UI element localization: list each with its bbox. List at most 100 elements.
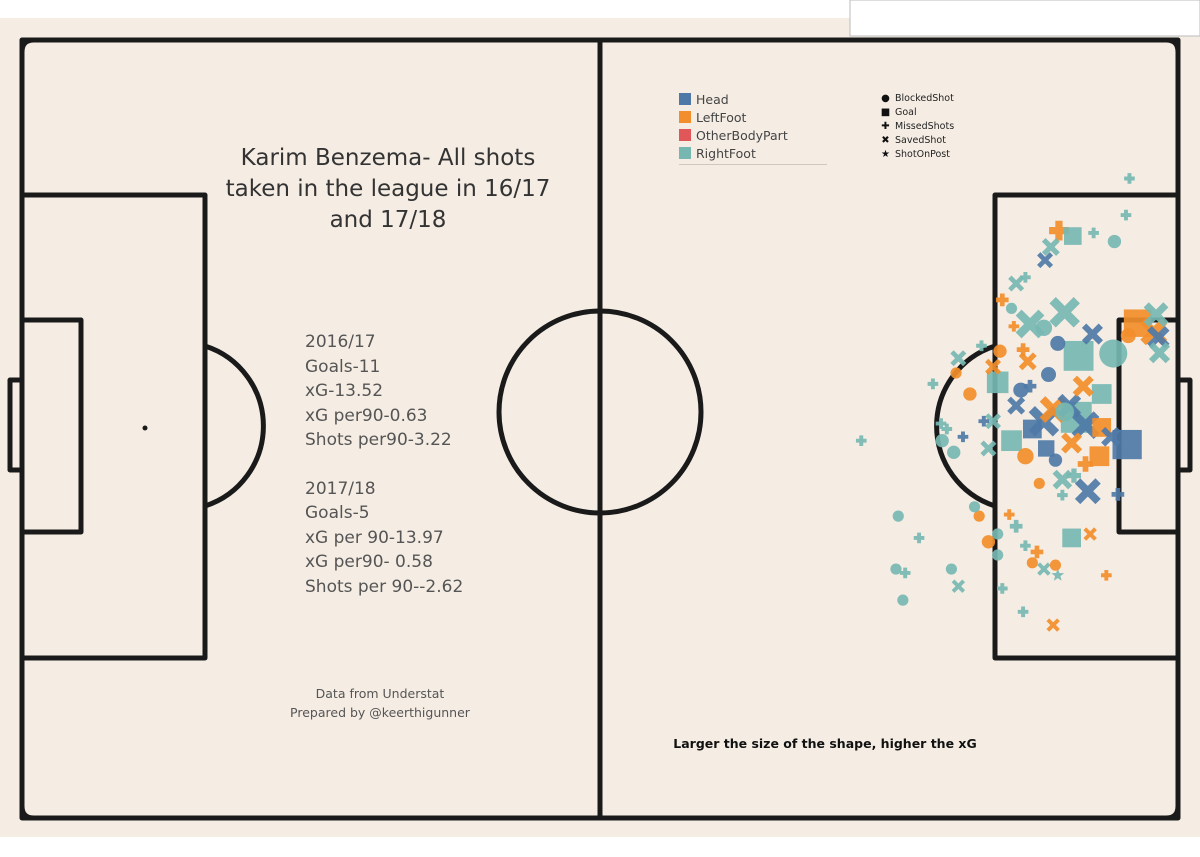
season-2017-18-xg-per90: xG per90- 0.58 bbox=[305, 552, 433, 572]
right-penalty-arc bbox=[934, 343, 996, 509]
legend-label-missedshots: MissedShots bbox=[895, 120, 955, 132]
shot-point-savedshot-86 bbox=[951, 579, 966, 593]
shot-point-missedshots-65 bbox=[1020, 271, 1031, 283]
legend-label-goal: Goal bbox=[895, 106, 917, 118]
shot-point-blockedshot-33 bbox=[1017, 448, 1034, 465]
legend-item-blockedshot: ● BlockedShot bbox=[880, 91, 1000, 105]
shot-point-missedshots-69 bbox=[935, 418, 947, 429]
legend-label-otherbodypart: OtherBodyPart bbox=[696, 127, 788, 143]
shot-result-legend: ● BlockedShot ■ Goal ✚ MissedShots ✖ Sav… bbox=[880, 91, 1000, 161]
shot-point-savedshot-30 bbox=[1101, 426, 1121, 447]
shot-point-missedshots-62 bbox=[1124, 173, 1135, 184]
shot-points bbox=[855, 173, 1171, 632]
shot-point-savedshot-28 bbox=[1072, 375, 1094, 397]
shot-point-missedshots-72 bbox=[1057, 489, 1068, 501]
shot-point-goal-1 bbox=[1063, 340, 1094, 371]
shot-point-blockedshot-82 bbox=[1049, 559, 1062, 571]
corner-arc-bl bbox=[19, 805, 35, 821]
season-2017-18-goals: Goals-5 bbox=[305, 503, 370, 523]
shot-point-savedshot-43 bbox=[1037, 252, 1054, 269]
shot-point-missedshots-95 bbox=[855, 435, 867, 446]
legend-item-shotonpost: ★ ShotOnPost bbox=[880, 147, 1000, 161]
shot-point-missedshots-58 bbox=[1111, 488, 1125, 501]
legend-item-goal: ■ Goal bbox=[880, 105, 1000, 119]
shot-point-savedshot-26 bbox=[1148, 342, 1171, 364]
shot-point-missedshots-93 bbox=[1017, 606, 1029, 618]
right-penalty-box bbox=[992, 192, 1178, 661]
shot-point-missedshots-63 bbox=[1120, 209, 1132, 221]
shot-point-blockedshot-80 bbox=[992, 549, 1004, 561]
season-2016-17-goals: Goals-11 bbox=[305, 356, 381, 377]
legend-label-savedshot: SavedShot bbox=[895, 134, 946, 146]
shot-point-savedshot-53 bbox=[985, 413, 1002, 430]
shot-point-missedshots-78 bbox=[1020, 540, 1031, 552]
shot-point-blockedshot-44 bbox=[1107, 234, 1122, 249]
shot-point-blockedshot-90 bbox=[890, 563, 902, 575]
shot-point-goal-15 bbox=[1001, 430, 1022, 452]
shot-point-missedshots-47 bbox=[1016, 343, 1030, 356]
left-six-yard-box bbox=[22, 317, 84, 535]
shot-point-goal-34 bbox=[1038, 440, 1055, 457]
shot-point-savedshot-5 bbox=[1049, 297, 1080, 328]
shot-point-blockedshot-76 bbox=[973, 510, 985, 522]
shot-point-savedshot-12 bbox=[1074, 478, 1101, 505]
shot-point-goal-17 bbox=[1089, 446, 1110, 467]
right-goal bbox=[1178, 377, 1193, 473]
square-icon: ■ bbox=[880, 106, 891, 118]
pitch-markings bbox=[7, 37, 1193, 821]
shot-point-blockedshot-52 bbox=[963, 387, 977, 401]
shot-point-missedshots-89 bbox=[913, 532, 925, 544]
shot-point-missedshots-64 bbox=[1088, 227, 1099, 239]
chart-title: Karim Benzema- All shots taken in the le… bbox=[225, 145, 551, 233]
shot-point-savedshot-45 bbox=[1008, 275, 1025, 292]
shot-point-missedshots-42 bbox=[1066, 468, 1082, 483]
plus-icon: ✚ bbox=[881, 120, 890, 132]
shot-point-blockedshot-23 bbox=[1055, 402, 1075, 422]
shot-point-blockedshot-60 bbox=[981, 535, 996, 549]
shot-point-blockedshot-71 bbox=[1033, 477, 1045, 490]
shot-point-missedshots-31 bbox=[1077, 456, 1094, 472]
legend-label-leftfoot: LeftFoot bbox=[696, 109, 747, 125]
legend-swatch-head bbox=[679, 93, 691, 105]
legend-item-rightfoot: RightFoot bbox=[679, 144, 829, 162]
shot-point-missedshots-61 bbox=[1030, 545, 1044, 559]
shot-point-savedshot-35 bbox=[1041, 237, 1060, 256]
shot-point-missedshots-85 bbox=[996, 583, 1008, 594]
corner-arc-br bbox=[1165, 805, 1181, 821]
season-2016-17-xg-per90: xG per90-0.63 bbox=[305, 405, 428, 426]
shot-point-blockedshot-36 bbox=[1120, 328, 1136, 344]
shot-point-missedshots-68 bbox=[978, 415, 990, 427]
shot-point-blockedshot-79 bbox=[1026, 557, 1038, 569]
legend-swatch-otherbodypart bbox=[679, 129, 691, 141]
shot-point-missedshots-70 bbox=[957, 431, 969, 443]
shot-point-missedshots-51 bbox=[1023, 379, 1037, 393]
centre-circle bbox=[496, 308, 704, 516]
shot-point-missedshots-98 bbox=[1008, 320, 1020, 332]
shot-point-goal-11 bbox=[986, 371, 1009, 394]
shot-point-missedshots-74 bbox=[1003, 509, 1015, 520]
shot-point-savedshot-94 bbox=[1046, 618, 1060, 632]
shot-point-blockedshot-48 bbox=[993, 344, 1007, 358]
shot-point-blockedshot-37 bbox=[1050, 335, 1066, 351]
shot-point-blockedshot-97 bbox=[950, 367, 962, 379]
shot-point-blockedshot-92 bbox=[897, 594, 909, 606]
author-credit: Prepared by @keerthigunner bbox=[290, 705, 470, 720]
legend-item-otherbodypart: OtherBodyPart bbox=[679, 126, 829, 144]
shot-point-blockedshot-87 bbox=[945, 563, 958, 575]
shot-point-missedshots-67 bbox=[941, 423, 953, 435]
legend-label-shotonpost: ShotOnPost bbox=[895, 148, 950, 160]
left-penalty-arc bbox=[204, 343, 266, 509]
left-penalty-spot bbox=[142, 425, 148, 431]
stats-panel: 2016/17 Goals-11 xG-13.52 xG per90-0.63 … bbox=[305, 330, 565, 599]
shot-point-goal-20 bbox=[1022, 419, 1042, 439]
credits: Data from Understat Prepared by @keerthi… bbox=[270, 684, 490, 722]
circle-icon: ● bbox=[881, 92, 890, 104]
shot-point-savedshot-73 bbox=[1083, 527, 1097, 541]
season-2016-17-xg: xG-13.52 bbox=[305, 381, 384, 401]
shot-point-savedshot-56 bbox=[980, 440, 997, 457]
size-note: Larger the size of the shape, higher the… bbox=[673, 736, 977, 751]
legend-label-blockedshot: BlockedShot bbox=[895, 92, 954, 104]
shot-point-savedshot-27 bbox=[1061, 432, 1083, 454]
shot-point-blockedshot-54 bbox=[935, 433, 949, 448]
